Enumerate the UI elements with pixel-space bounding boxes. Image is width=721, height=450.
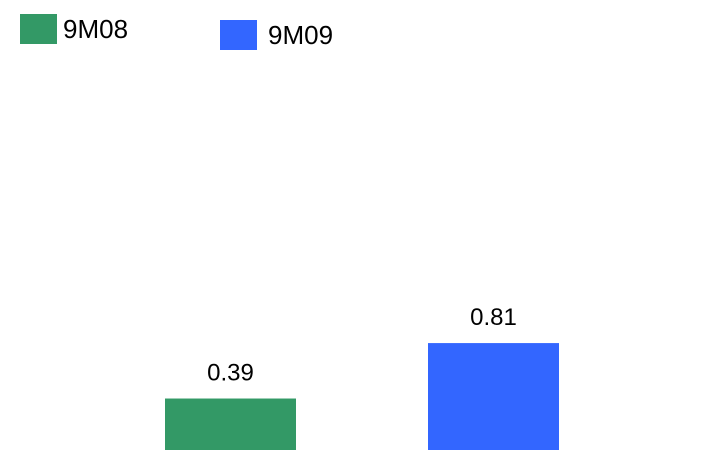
bar-9m09 (428, 343, 559, 450)
data-label-9m09: 0.81 (470, 304, 517, 331)
chart-legend: 9M08 9M09 (20, 14, 333, 50)
bar-9m08 (165, 398, 296, 450)
data-label-9m08: 0.39 (207, 360, 254, 387)
bar-group (165, 343, 559, 450)
legend-swatch-9m09 (220, 20, 257, 50)
legend-label-9m09: 9M09 (268, 20, 333, 50)
data-label-group: 0.39 0.81 (207, 304, 517, 386)
legend-label-9m08: 9M08 (63, 14, 128, 44)
legend-swatch-9m08 (20, 14, 57, 44)
